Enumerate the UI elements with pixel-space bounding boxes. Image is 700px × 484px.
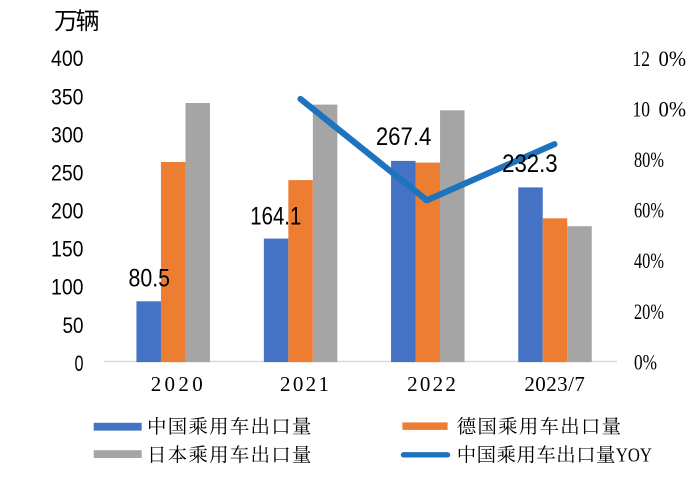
svg-text:40%: 40% xyxy=(634,248,664,273)
svg-text:80.5: 80.5 xyxy=(129,264,171,292)
svg-text:164.1: 164.1 xyxy=(250,202,301,230)
svg-text:300: 300 xyxy=(51,122,84,147)
svg-text:60%: 60% xyxy=(634,198,664,223)
svg-text:0%: 0% xyxy=(659,96,687,121)
svg-text:0%: 0% xyxy=(659,46,687,71)
svg-text:2023/7: 2023/7 xyxy=(524,372,585,396)
svg-text:150: 150 xyxy=(51,237,84,262)
svg-text:350: 350 xyxy=(51,84,84,109)
svg-text:400: 400 xyxy=(51,46,84,71)
svg-text:10: 10 xyxy=(633,96,651,121)
svg-text:200: 200 xyxy=(51,199,84,224)
svg-text:100: 100 xyxy=(51,275,84,300)
svg-text:12: 12 xyxy=(633,46,651,71)
svg-text:50: 50 xyxy=(63,313,84,338)
svg-text:267.4: 267.4 xyxy=(376,123,432,151)
svg-text:0: 0 xyxy=(75,351,84,376)
svg-text:0%: 0% xyxy=(634,349,657,374)
svg-text:20%: 20% xyxy=(634,299,664,324)
svg-text:YOY: YOY xyxy=(616,445,652,467)
svg-text:250: 250 xyxy=(51,160,84,185)
svg-text:232.3: 232.3 xyxy=(502,150,558,178)
svg-text:80%: 80% xyxy=(634,147,664,172)
